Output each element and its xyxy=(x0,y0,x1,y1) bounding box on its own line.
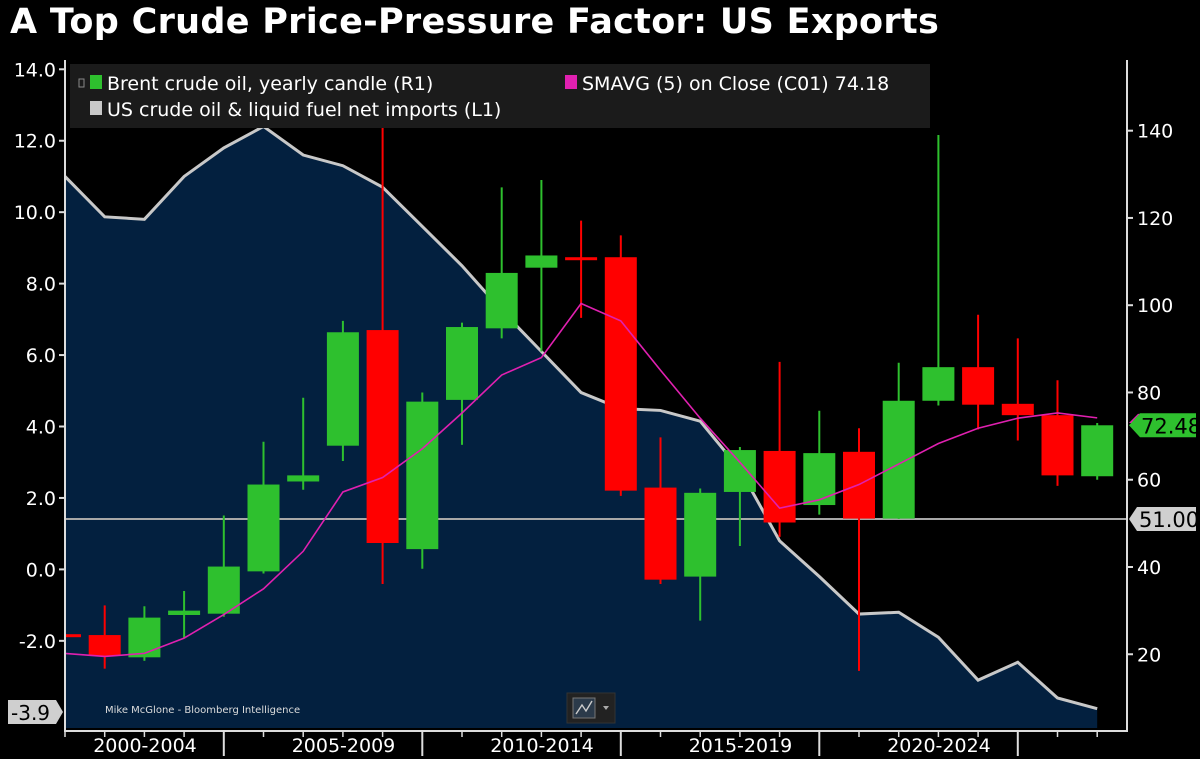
candle-body-2017 xyxy=(723,450,756,492)
legend-box xyxy=(70,64,930,128)
candle-body-2001 xyxy=(88,635,121,656)
x-tick-label: 2000-2004 xyxy=(93,735,197,757)
right-tick-label: 20 xyxy=(1137,644,1161,666)
candle-body-2022 xyxy=(922,367,955,401)
left-tick-label: 0.0 xyxy=(26,559,56,581)
candle-body-2023 xyxy=(962,367,995,405)
candle-body-2004 xyxy=(207,566,240,614)
candle-body-2005 xyxy=(247,484,280,572)
net-imports-last-value: -3.9 xyxy=(11,701,50,725)
legend-swatch xyxy=(90,75,102,89)
legend-swatch xyxy=(565,75,577,89)
candle-body-2024 xyxy=(1001,403,1034,416)
x-tick-label: 2015-2019 xyxy=(689,735,793,757)
line-chart-icon-glyph xyxy=(575,700,593,715)
net-imports-line xyxy=(65,124,1098,711)
smavg-line xyxy=(65,302,1098,658)
x-tick-label: 2005-2009 xyxy=(292,735,396,757)
candle-body-2015 xyxy=(644,487,677,580)
candle-body-2002 xyxy=(128,617,161,658)
x-tick-label: 2010-2014 xyxy=(490,735,594,757)
candle-body-2006 xyxy=(287,475,320,482)
left-tick-label: 10.0 xyxy=(14,202,56,224)
legend-label: Brent crude oil, yearly candle (R1) xyxy=(107,73,433,95)
right-tick-label: 100 xyxy=(1137,295,1173,317)
candle-body-2025 xyxy=(1041,415,1074,476)
right-tick-label: 60 xyxy=(1137,470,1161,492)
left-tick-label: -2.0 xyxy=(19,631,56,653)
candle-body-2016 xyxy=(684,492,717,577)
net-imports-area xyxy=(65,126,1098,728)
candle-body-2010 xyxy=(446,327,478,400)
chevron-down-icon xyxy=(603,706,609,710)
left-tick-label: 12.0 xyxy=(14,131,56,153)
left-tick-label: 4.0 xyxy=(26,417,56,439)
candle-body-2003 xyxy=(168,610,201,615)
candle-body-2011 xyxy=(485,272,518,329)
right-tick-label: 140 xyxy=(1137,121,1173,143)
right-tick-label: 80 xyxy=(1137,382,1161,404)
candle-body-2009 xyxy=(406,401,439,550)
candle-body-2018 xyxy=(763,450,796,523)
right-tick-label: 40 xyxy=(1137,557,1161,579)
plot-area xyxy=(65,104,1127,728)
candle-body-2026 xyxy=(1081,425,1114,477)
candle-body-2013 xyxy=(565,257,598,261)
candle-body-2008 xyxy=(366,330,399,544)
chart-title: A Top Crude Price-Pressure Factor: US Ex… xyxy=(10,2,940,42)
watermark: Mike McGlone - Bloomberg Intelligence xyxy=(105,705,300,716)
right-tick-label: 120 xyxy=(1137,208,1173,230)
reference-line-value: 51.00 xyxy=(1139,508,1199,532)
left-tick-label: 6.0 xyxy=(26,345,56,367)
candle-body-2014 xyxy=(604,257,637,491)
left-tick-label: 2.0 xyxy=(26,488,56,510)
reference-line-flag xyxy=(1129,507,1196,532)
left-tick-label: 14.0 xyxy=(14,59,56,81)
candle-body-2021 xyxy=(882,400,915,519)
candle-body-2000 xyxy=(65,634,81,638)
brent-last-value: 72.48 xyxy=(1141,414,1200,438)
candle-body-2007 xyxy=(326,332,359,446)
legend-pin-icon xyxy=(78,78,85,88)
brent-last-flag xyxy=(1129,413,1196,438)
legend-label: SMAVG (5) on Close (C01) 74.18 xyxy=(582,73,889,95)
candle-body-2012 xyxy=(525,255,558,268)
net-imports-last-flag xyxy=(8,700,63,724)
candle-body-2019 xyxy=(803,453,836,506)
left-tick-label: 8.0 xyxy=(26,274,56,296)
legend-label: US crude oil & liquid fuel net imports (… xyxy=(107,99,501,121)
legend-swatch xyxy=(90,101,102,115)
x-tick-label: 2020-2024 xyxy=(887,735,991,757)
